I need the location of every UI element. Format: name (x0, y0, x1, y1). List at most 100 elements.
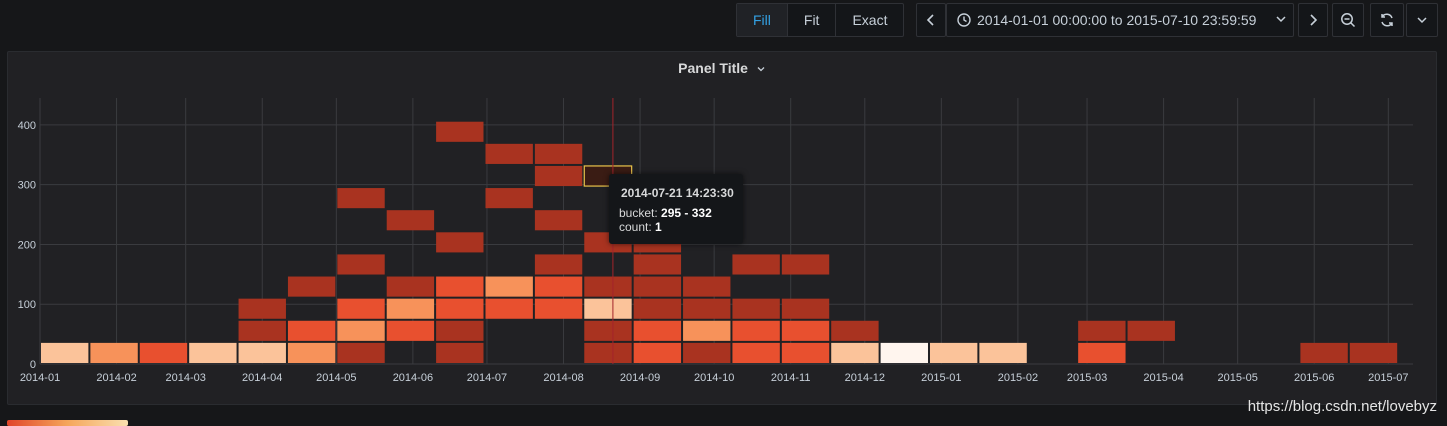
heatmap-cell (1127, 320, 1175, 341)
heatmap-cell (238, 298, 286, 319)
heatmap-cell (683, 276, 731, 297)
heatmap-cell (90, 342, 138, 363)
heatmap-cell (139, 342, 188, 363)
heatmap-cell (436, 232, 484, 253)
color-legend (7, 420, 128, 426)
x-tick-label: 2015-06 (1294, 372, 1334, 384)
heatmap-cell (1300, 342, 1348, 363)
heatmap-cell (1349, 342, 1398, 363)
x-tick-label: 2014-03 (166, 372, 206, 384)
refresh-interval-dropdown[interactable] (1406, 3, 1438, 37)
x-tick-label: 2014-11 (771, 372, 811, 384)
heatmap-cell (781, 254, 830, 275)
heatmap-tooltip: 2014-07-21 14:23:30 bucket: 295 - 332 co… (609, 174, 743, 244)
heatmap-cell (732, 298, 780, 319)
heatmap-cell (979, 342, 1027, 363)
chevron-right-icon (1310, 14, 1318, 26)
x-tick-label: 2014-06 (393, 372, 433, 384)
zoom-out-button[interactable] (1332, 3, 1364, 37)
heatmap-cell (534, 165, 583, 187)
heatmap-cell (880, 342, 928, 363)
time-forward-button[interactable] (1298, 3, 1328, 37)
x-tick-label: 2015-07 (1368, 372, 1408, 384)
fill-button[interactable]: Fill (737, 4, 788, 36)
heatmap-cell (633, 342, 682, 363)
tooltip-bucket-value: 295 - 332 (661, 206, 712, 220)
heatmap-cell (238, 320, 286, 341)
heatmap-cell (534, 210, 583, 231)
chevron-down-icon (1275, 12, 1287, 28)
heatmap-cell (683, 298, 731, 319)
chevron-down-icon (1417, 17, 1427, 24)
heatmap-cell (386, 320, 435, 341)
heatmap-cell (436, 121, 484, 142)
heatmap-cell (337, 254, 385, 275)
x-tick-label: 2014-04 (242, 372, 282, 384)
tooltip-bucket-label: bucket: (619, 206, 662, 220)
heatmap-cell (485, 188, 533, 209)
x-tick-label: 2014-05 (316, 372, 356, 384)
heatmap-cell (386, 298, 435, 319)
heatmap-cell (584, 342, 632, 363)
heatmap-cell (534, 276, 583, 297)
zoom-out-icon (1341, 13, 1356, 28)
heatmap-cell (633, 254, 682, 275)
y-tick-label: 200 (18, 239, 36, 251)
heatmap-cell (436, 298, 484, 319)
panel-header: Panel Title (8, 60, 1436, 77)
heatmap-cell (436, 342, 484, 363)
tooltip-bucket-row: bucket: 295 - 332 (619, 206, 712, 220)
heatmap-cell (584, 298, 632, 319)
x-tick-label: 2015-03 (1067, 372, 1107, 384)
heatmap-cell (337, 342, 385, 363)
tooltip-count-label: count: (619, 220, 656, 234)
heatmap-cell (831, 342, 879, 363)
heatmap-cell (534, 298, 583, 319)
x-tick-label: 2015-01 (921, 372, 961, 384)
heatmap-chart[interactable]: 0 100 200 300 400 2014-01 2014-02 2014-03 2014-0… (0, 0, 1447, 400)
heatmap-cell (1078, 320, 1126, 341)
fit-button[interactable]: Fit (788, 4, 837, 36)
refresh-button[interactable] (1370, 3, 1404, 37)
heatmap-cell (485, 298, 533, 319)
heatmap-cell (633, 320, 682, 341)
y-tick-label: 400 (18, 120, 36, 132)
heatmap-cell (732, 254, 780, 275)
panel-title[interactable]: Panel Title (678, 60, 748, 76)
heatmap-cell (287, 342, 336, 363)
heatmap-cell (781, 342, 830, 363)
heatmap-cell (732, 320, 780, 341)
heatmap-cell (534, 143, 583, 164)
heatmap-cell (584, 320, 632, 341)
heatmap-cell (337, 298, 385, 319)
watermark: https://blog.csdn.net/lovebyz (1247, 398, 1437, 415)
heatmap-cell (683, 320, 731, 341)
time-back-button[interactable] (916, 3, 946, 37)
refresh-icon (1381, 13, 1393, 27)
heatmap-cell (781, 320, 830, 341)
x-tick-label: 2014-02 (96, 372, 136, 384)
heatmap-cell (633, 276, 682, 297)
y-tick-label: 0 (30, 359, 36, 371)
heatmap-cell (386, 276, 435, 297)
x-tick-label: 2014-08 (543, 372, 583, 384)
chevron-left-icon (926, 14, 934, 26)
heatmap-cell (337, 188, 385, 209)
chevron-down-icon[interactable] (756, 61, 766, 77)
y-tick-label: 100 (18, 299, 36, 311)
clock-icon (957, 13, 971, 27)
heatmap-cell (683, 342, 731, 363)
heatmap-cell (1078, 342, 1126, 363)
y-tick-label: 300 (18, 180, 36, 192)
heatmap-cell (238, 342, 286, 363)
heatmap-cell (633, 298, 682, 319)
x-tick-label: 2015-05 (1217, 372, 1257, 384)
exact-button[interactable]: Exact (852, 12, 888, 28)
heatmap-cell (436, 276, 484, 297)
heatmap-cell (781, 298, 830, 319)
time-range-picker[interactable]: 2014-01-01 00:00:00 to 2015-07-10 23:59:… (946, 3, 1294, 37)
heatmap-cell (485, 143, 533, 164)
heatmap-cell (287, 320, 336, 341)
x-tick-label: 2014-07 (467, 372, 507, 384)
heatmap-cell (485, 276, 533, 297)
